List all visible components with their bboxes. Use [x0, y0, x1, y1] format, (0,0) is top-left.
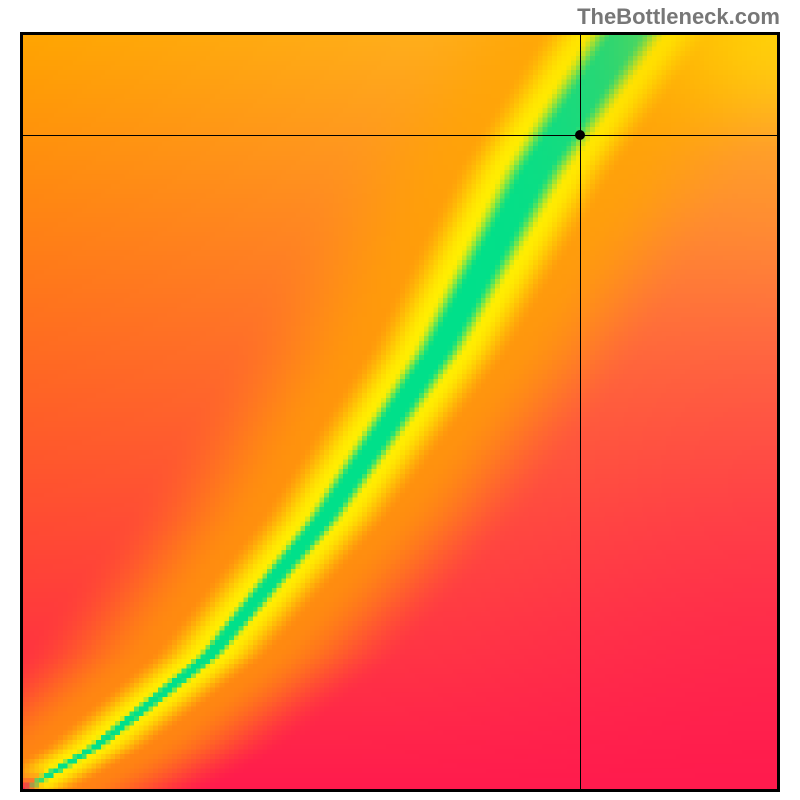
- bottleneck-heatmap: [20, 32, 780, 792]
- watermark-text: TheBottleneck.com: [577, 4, 780, 30]
- crosshair-horizontal: [20, 135, 780, 136]
- crosshair-marker: [575, 130, 585, 140]
- plot-area: [20, 32, 780, 792]
- crosshair-vertical: [580, 32, 581, 792]
